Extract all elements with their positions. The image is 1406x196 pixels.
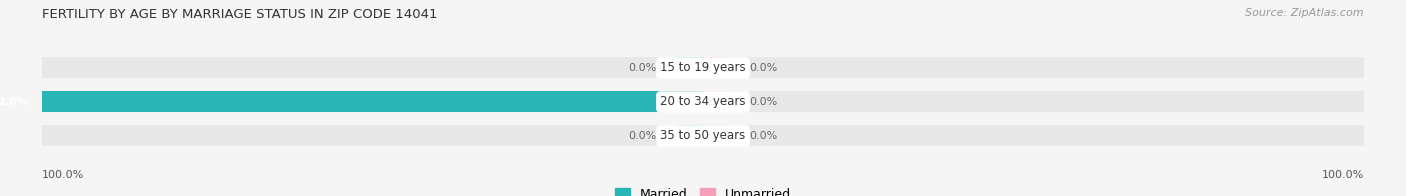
Bar (42, 91, 703, 113)
Bar (703, 57, 1364, 78)
Legend: Married, Unmarried: Married, Unmarried (614, 188, 792, 196)
Bar (703, 91, 1364, 113)
Text: 0.0%: 0.0% (749, 131, 778, 141)
Text: 20 to 34 years: 20 to 34 years (661, 95, 745, 108)
Text: 0.0%: 0.0% (628, 131, 657, 141)
Text: FERTILITY BY AGE BY MARRIAGE STATUS IN ZIP CODE 14041: FERTILITY BY AGE BY MARRIAGE STATUS IN Z… (42, 8, 437, 21)
Text: 100.0%: 100.0% (0, 97, 30, 107)
Bar (703, 91, 730, 113)
Bar (676, 125, 703, 146)
Bar (42, 91, 703, 113)
Bar (703, 125, 730, 146)
Text: Source: ZipAtlas.com: Source: ZipAtlas.com (1246, 8, 1364, 18)
Bar (703, 125, 1364, 146)
Text: 15 to 19 years: 15 to 19 years (661, 62, 745, 74)
Text: 35 to 50 years: 35 to 50 years (661, 129, 745, 142)
Bar (676, 57, 703, 78)
Text: 0.0%: 0.0% (749, 97, 778, 107)
Bar (42, 57, 703, 78)
Text: 0.0%: 0.0% (749, 63, 778, 73)
Bar (703, 57, 730, 78)
Text: 0.0%: 0.0% (628, 63, 657, 73)
Bar (42, 125, 703, 146)
Text: 100.0%: 100.0% (42, 170, 84, 180)
Text: 100.0%: 100.0% (1322, 170, 1364, 180)
